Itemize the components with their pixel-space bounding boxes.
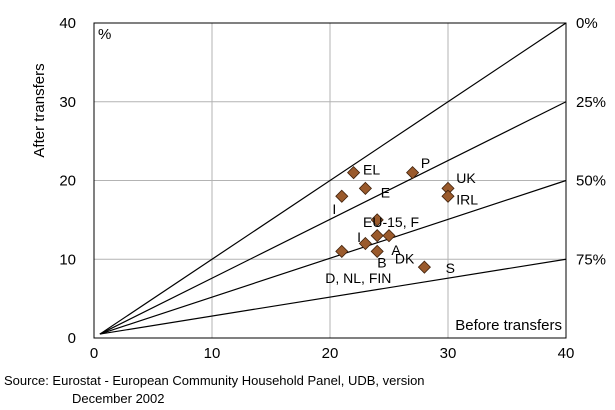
data-point xyxy=(417,260,431,274)
point-label: I xyxy=(332,201,336,217)
data-point xyxy=(335,189,349,203)
data-points xyxy=(335,166,455,274)
data-point xyxy=(406,166,420,180)
data-point xyxy=(370,229,384,243)
point-label: IRL xyxy=(456,191,478,207)
x-tick-label: 0 xyxy=(90,345,98,362)
point-label: A xyxy=(391,242,401,258)
y-tick-label: 20 xyxy=(59,173,76,190)
point-label: B xyxy=(377,254,386,270)
y-axis-title: After transfers xyxy=(31,63,48,157)
y-tick-label: 40 xyxy=(59,15,76,32)
reference-line-label: 25% xyxy=(576,94,606,111)
reference-line-1 xyxy=(99,101,567,335)
source-note-date: December 2002 xyxy=(72,391,165,406)
reference-line-label: 75% xyxy=(576,251,606,268)
data-point xyxy=(358,236,372,251)
reference-line-labels: 0% 25% 50% 75% xyxy=(576,15,606,268)
reference-line-label: 50% xyxy=(576,173,606,190)
y-tick-label: 30 xyxy=(59,94,76,111)
y-tick-label: 10 xyxy=(59,251,76,268)
data-point xyxy=(382,229,396,243)
plot-frame xyxy=(93,22,567,339)
data-point xyxy=(441,189,455,203)
x-tick-label: 10 xyxy=(204,345,221,362)
x-tick-label: 40 xyxy=(558,345,575,362)
unit-label: % xyxy=(98,26,111,43)
point-label: D, NL, FIN xyxy=(325,270,391,286)
reference-line-2 xyxy=(99,179,567,335)
reference-line-label: 0% xyxy=(576,15,598,32)
x-tick-label: 20 xyxy=(322,345,339,362)
data-point xyxy=(370,244,384,258)
data-point xyxy=(370,213,384,227)
point-label: I xyxy=(357,229,361,245)
point-label: UK xyxy=(456,170,476,186)
point-label: EU-15, F xyxy=(363,214,419,230)
data-point xyxy=(335,244,349,258)
y-tick-label: 0 xyxy=(68,330,76,347)
scatter-chart: 0 10 20 30 40 0 10 20 30 40 0% 25% 50% 75% EL P E UK IRL… xyxy=(31,15,606,362)
point-label: E xyxy=(381,184,390,200)
data-point xyxy=(358,181,372,195)
x-tick-label: 30 xyxy=(440,345,457,362)
point-label: P xyxy=(421,155,430,171)
point-label: S xyxy=(446,260,455,276)
x-axis-title: Before transfers xyxy=(455,317,562,334)
point-label: EL xyxy=(363,161,380,177)
point-label: DK xyxy=(395,250,415,266)
reference-line-3 xyxy=(99,258,567,335)
axis-ticks: 0 10 20 30 40 0 10 20 30 40 xyxy=(59,15,574,362)
reference-lines xyxy=(99,22,567,335)
source-note: Source: Eurostat - European Community Ho… xyxy=(4,373,425,388)
reference-line-0 xyxy=(99,22,567,335)
data-point xyxy=(347,166,361,180)
